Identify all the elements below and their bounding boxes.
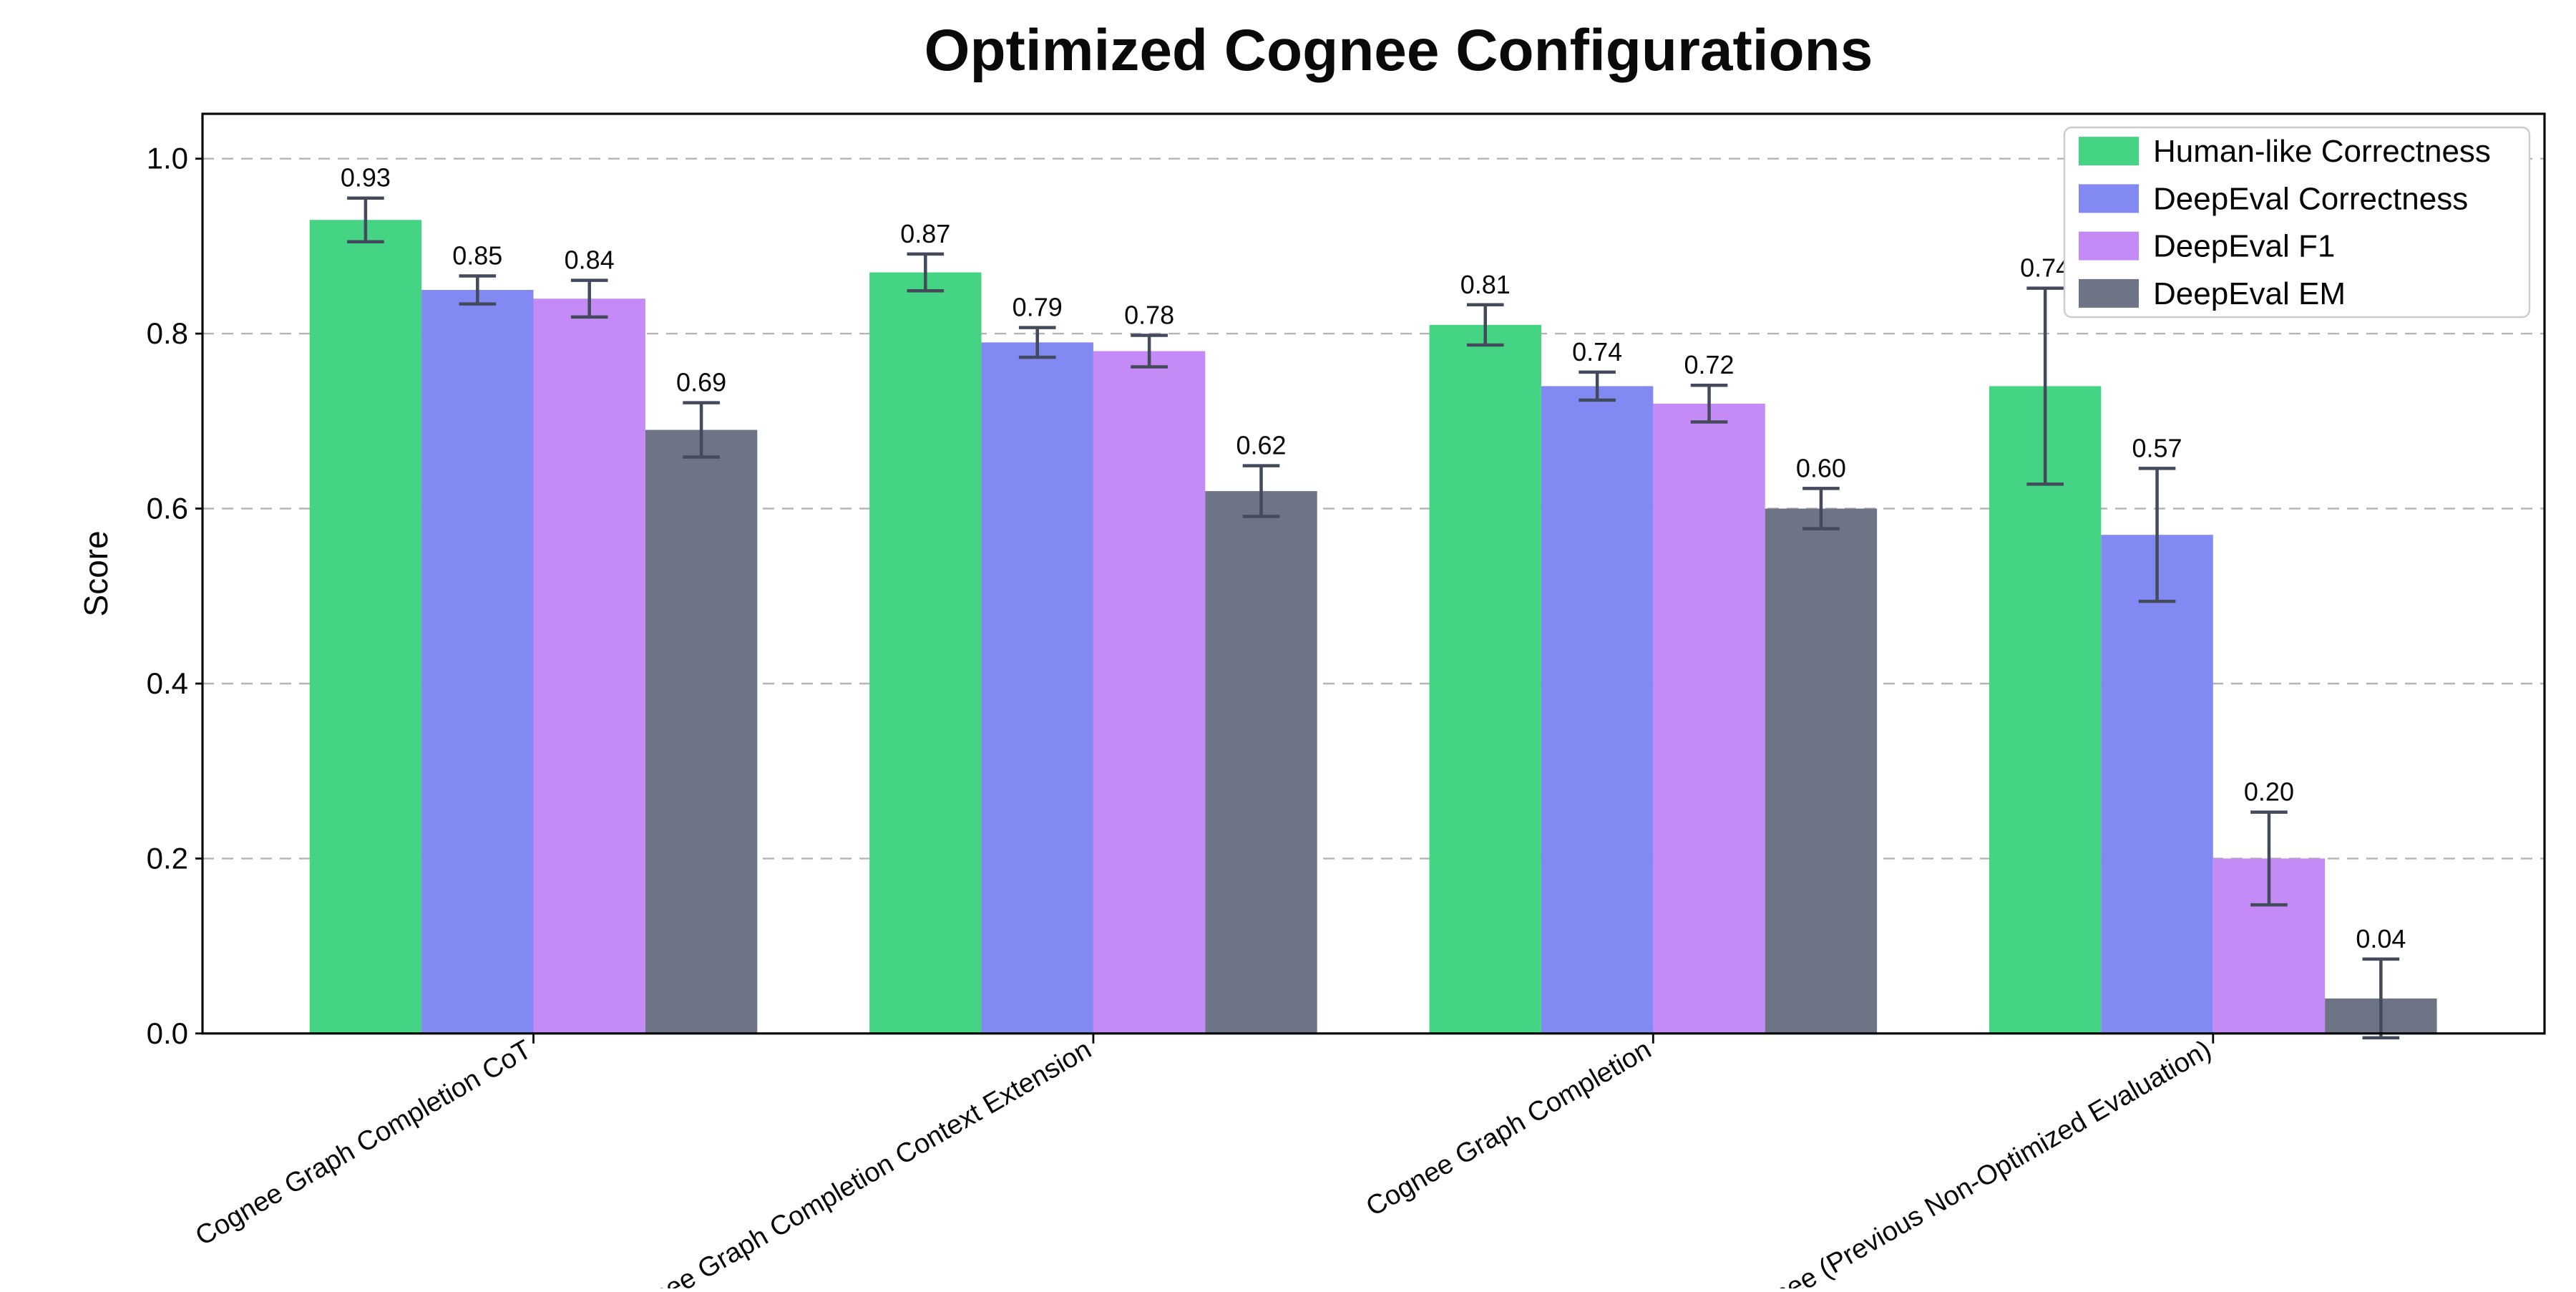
svg-text:0.0: 0.0 bbox=[147, 1016, 188, 1050]
svg-text:0.84: 0.84 bbox=[565, 246, 615, 275]
svg-text:0.6: 0.6 bbox=[147, 492, 188, 525]
svg-text:0.72: 0.72 bbox=[1684, 350, 1735, 379]
svg-text:Human-like Correctness: Human-like Correctness bbox=[2153, 134, 2491, 169]
svg-text:DeepEval EM: DeepEval EM bbox=[2153, 276, 2346, 311]
svg-text:0.87: 0.87 bbox=[900, 219, 950, 248]
svg-text:Optimized Cognee Configuration: Optimized Cognee Configurations bbox=[924, 18, 1873, 83]
svg-text:DeepEval F1: DeepEval F1 bbox=[2153, 229, 2335, 264]
svg-text:0.57: 0.57 bbox=[2132, 433, 2182, 462]
svg-text:1.0: 1.0 bbox=[147, 142, 188, 175]
svg-text:0.04: 0.04 bbox=[2356, 924, 2406, 953]
svg-text:0.79: 0.79 bbox=[1013, 293, 1063, 322]
svg-text:Score: Score bbox=[77, 530, 114, 616]
svg-text:0.74: 0.74 bbox=[1572, 337, 1622, 366]
svg-text:0.2: 0.2 bbox=[147, 841, 188, 875]
svg-text:0.85: 0.85 bbox=[452, 241, 502, 270]
svg-text:0.74: 0.74 bbox=[2020, 253, 2070, 283]
svg-text:0.78: 0.78 bbox=[1124, 301, 1174, 330]
svg-text:0.20: 0.20 bbox=[2244, 777, 2294, 807]
svg-text:0.69: 0.69 bbox=[676, 368, 726, 397]
svg-text:0.4: 0.4 bbox=[147, 666, 188, 700]
svg-text:DeepEval Correctness: DeepEval Correctness bbox=[2153, 181, 2468, 216]
svg-text:0.8: 0.8 bbox=[147, 316, 188, 350]
svg-text:0.62: 0.62 bbox=[1236, 431, 1286, 460]
svg-text:0.81: 0.81 bbox=[1460, 270, 1511, 299]
svg-text:0.93: 0.93 bbox=[341, 163, 391, 193]
svg-text:0.60: 0.60 bbox=[1796, 453, 1846, 482]
